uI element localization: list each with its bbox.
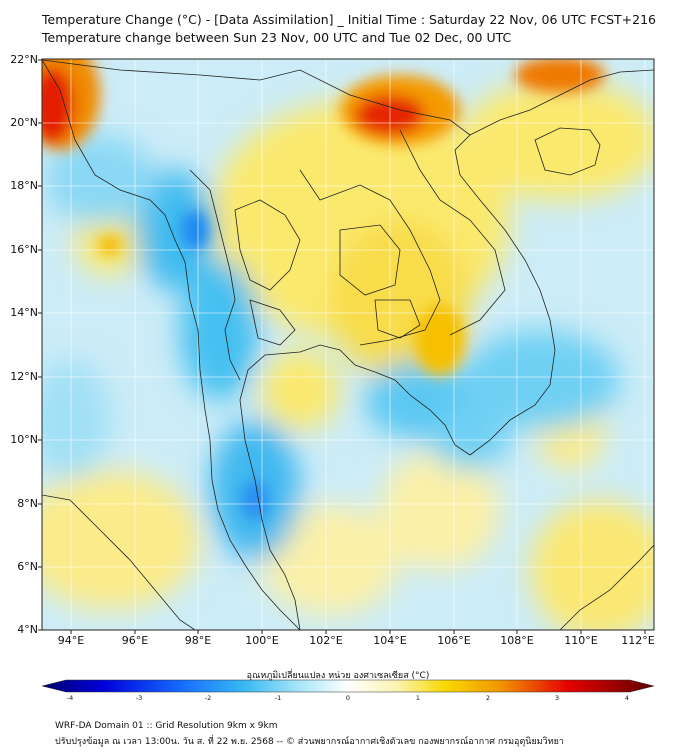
colorbar [41,679,655,693]
lat-label-20n: 20°N [10,116,38,129]
map-title: Temperature Change (°C) - [Data Assimila… [42,12,657,27]
colorbar-tick: 0 [345,694,351,702]
colorbar-tick: -3 [135,694,143,702]
colorbar-tick: -2 [204,694,212,702]
lon-label-112e: 112°E [621,634,655,647]
lon-label-94e: 94°E [57,634,85,647]
colorbar-label: อุณหภูมิเปลี่ยนแปลง หน่วย องศาเซลเซียส (… [246,671,430,681]
temperature-field [42,59,654,630]
lon-label-110e: 110°E [564,634,598,647]
colorbar-tick: -1 [274,694,282,702]
graticule [42,59,654,630]
lon-label-104e: 104°E [373,634,407,647]
lon-label-96e: 96°E [121,634,149,647]
lon-label-108e: 108°E [500,634,534,647]
lon-label-100e: 100°E [245,634,279,647]
lat-label-4n: 4°N [17,623,38,636]
footer-credit: ปรับปรุงข้อมูล ณ เวลา 13:00น. วัน ส. ที่… [55,737,564,747]
footer-model-info: WRF-DA Domain 01 :: Grid Resolution 9km … [55,721,278,731]
lat-label-8n: 8°N [17,497,38,510]
colorbar-tick: -4 [66,694,74,702]
lat-label-14n: 14°N [10,306,38,319]
colorbar-tick: 4 [624,694,630,702]
lat-label-22n: 22°N [10,53,38,66]
map-subtitle: Temperature change between Sun 23 Nov, 0… [42,30,512,45]
lon-label-106e: 106°E [437,634,471,647]
lon-label-98e: 98°E [184,634,212,647]
lat-label-12n: 12°N [10,370,38,383]
lat-label-6n: 6°N [17,560,38,573]
axis-ticks [38,59,646,634]
colorbar-tick: 3 [554,694,560,702]
coastlines-and-borders [42,59,654,630]
lat-label-10n: 10°N [10,433,38,446]
colorbar-tick: 2 [485,694,491,702]
lon-label-102e: 102°E [309,634,343,647]
lat-label-16n: 16°N [10,243,38,256]
lat-label-18n: 18°N [10,179,38,192]
map-frame [41,58,655,631]
colorbar-tick: 1 [415,694,421,702]
